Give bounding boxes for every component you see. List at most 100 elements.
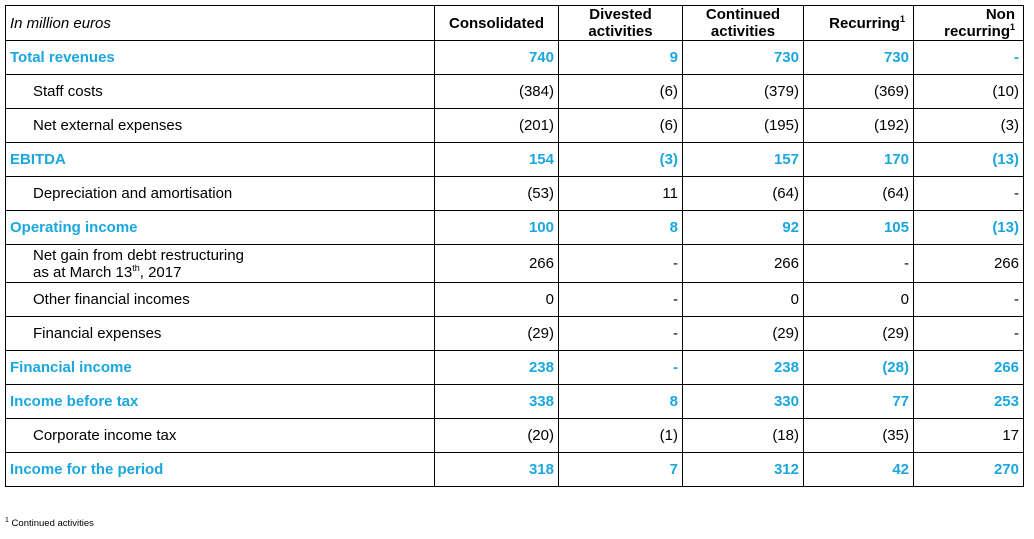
cell-recurring: 730 [803, 40, 914, 75]
cell-divested: (1) [558, 418, 683, 453]
row-label: Corporate income tax [5, 418, 435, 453]
cell-continued: (18) [682, 418, 804, 453]
row-corporate-income-tax: Corporate income tax (20) (1) (18) (35) … [5, 418, 1024, 453]
cell-divested: - [558, 244, 683, 283]
unit-label: In million euros [5, 5, 435, 41]
cell-consolidated: (384) [434, 74, 559, 109]
col-header-divested: Divested activities [558, 5, 683, 41]
row-income-before-tax: Income before tax 338 8 330 77 253 [5, 384, 1024, 419]
cell-continued: 312 [682, 452, 804, 487]
row-other-financial-incomes: Other financial incomes 0 - 0 0 - [5, 282, 1024, 317]
cell-nonrecurring: (3) [913, 108, 1024, 143]
cell-nonrecurring: - [913, 316, 1024, 351]
cell-recurring: 42 [803, 452, 914, 487]
cell-continued: (195) [682, 108, 804, 143]
cell-consolidated: 238 [434, 350, 559, 385]
footnote-text: Continued activities [11, 518, 94, 529]
col-header-recurring: Recurring1 [803, 5, 914, 41]
cell-recurring: 105 [803, 210, 914, 245]
row-label: Total revenues [5, 40, 435, 75]
cell-continued: 266 [682, 244, 804, 283]
row-label: Financial income [5, 350, 435, 385]
row-label: Operating income [5, 210, 435, 245]
cell-nonrecurring: 17 [913, 418, 1024, 453]
cell-recurring: (35) [803, 418, 914, 453]
row-label: EBITDA [5, 142, 435, 177]
cell-divested: 9 [558, 40, 683, 75]
row-income-for-period: Income for the period 318 7 312 42 270 [5, 452, 1024, 487]
cell-divested: 7 [558, 452, 683, 487]
row-operating-income: Operating income 100 8 92 105 (13) [5, 210, 1024, 245]
cell-consolidated: 318 [434, 452, 559, 487]
row-financial-expenses: Financial expenses (29) - (29) (29) - [5, 316, 1024, 351]
cell-divested: (6) [558, 74, 683, 109]
cell-continued: (379) [682, 74, 804, 109]
cell-recurring: (192) [803, 108, 914, 143]
cell-divested: 11 [558, 176, 683, 211]
cell-consolidated: (29) [434, 316, 559, 351]
cell-nonrecurring: - [913, 40, 1024, 75]
cell-consolidated: 100 [434, 210, 559, 245]
cell-continued: (64) [682, 176, 804, 211]
cell-recurring: (369) [803, 74, 914, 109]
cell-nonrecurring: 266 [913, 244, 1024, 283]
row-label: Financial expenses [5, 316, 435, 351]
cell-continued: 157 [682, 142, 804, 177]
row-staff-costs: Staff costs (384) (6) (379) (369) (10) [5, 74, 1024, 109]
cell-recurring: 170 [803, 142, 914, 177]
row-label: Net external expenses [5, 108, 435, 143]
row-label: Income for the period [5, 452, 435, 487]
cell-nonrecurring: (13) [913, 142, 1024, 177]
cell-consolidated: (20) [434, 418, 559, 453]
cell-continued: 238 [682, 350, 804, 385]
col-header-continued: Continued activities [682, 5, 804, 41]
cell-recurring: (29) [803, 316, 914, 351]
cell-nonrecurring: 270 [913, 452, 1024, 487]
table-header-row: In million euros Consolidated Divested ac… [5, 5, 1024, 41]
cell-recurring: (28) [803, 350, 914, 385]
row-label: Net gain from debt restructuring as at Ma… [5, 244, 435, 283]
row-financial-income: Financial income 238 - 238 (28) 266 [5, 350, 1024, 385]
cell-nonrecurring: 253 [913, 384, 1024, 419]
footnote-marker: 1 [5, 516, 9, 524]
cell-consolidated: (53) [434, 176, 559, 211]
cell-continued: (29) [682, 316, 804, 351]
row-depreciation: Depreciation and amortisation (53) 11 (6… [5, 176, 1024, 211]
cell-continued: 92 [682, 210, 804, 245]
cell-continued: 330 [682, 384, 804, 419]
cell-divested: (3) [558, 142, 683, 177]
col-header-nonrecurring: Non recurring1 [913, 5, 1024, 41]
cell-consolidated: 0 [434, 282, 559, 317]
cell-divested: - [558, 282, 683, 317]
cell-divested: 8 [558, 210, 683, 245]
cell-consolidated: 338 [434, 384, 559, 419]
row-label: Staff costs [5, 74, 435, 109]
cell-consolidated: 740 [434, 40, 559, 75]
cell-nonrecurring: - [913, 282, 1024, 317]
cell-recurring: 77 [803, 384, 914, 419]
cell-recurring: (64) [803, 176, 914, 211]
cell-divested: - [558, 350, 683, 385]
cell-nonrecurring: - [913, 176, 1024, 211]
cell-consolidated: (201) [434, 108, 559, 143]
col-header-consolidated: Consolidated [434, 5, 559, 41]
footnote: 1 Continued activities [5, 516, 94, 529]
income-statement-table: In million euros Consolidated Divested ac… [5, 5, 1024, 487]
row-net-external-expenses: Net external expenses (201) (6) (195) (1… [5, 108, 1024, 143]
cell-consolidated: 266 [434, 244, 559, 283]
row-total-revenues: Total revenues 740 9 730 730 - [5, 40, 1024, 75]
cell-nonrecurring: (10) [913, 74, 1024, 109]
row-label: Other financial incomes [5, 282, 435, 317]
cell-recurring: 0 [803, 282, 914, 317]
row-net-gain-debt-restructuring: Net gain from debt restructuring as at Ma… [5, 244, 1024, 283]
cell-continued: 0 [682, 282, 804, 317]
cell-divested: 8 [558, 384, 683, 419]
cell-continued: 730 [682, 40, 804, 75]
cell-nonrecurring: 266 [913, 350, 1024, 385]
cell-divested: (6) [558, 108, 683, 143]
cell-divested: - [558, 316, 683, 351]
row-label: Depreciation and amortisation [5, 176, 435, 211]
row-label: Income before tax [5, 384, 435, 419]
cell-nonrecurring: (13) [913, 210, 1024, 245]
cell-recurring: - [803, 244, 914, 283]
